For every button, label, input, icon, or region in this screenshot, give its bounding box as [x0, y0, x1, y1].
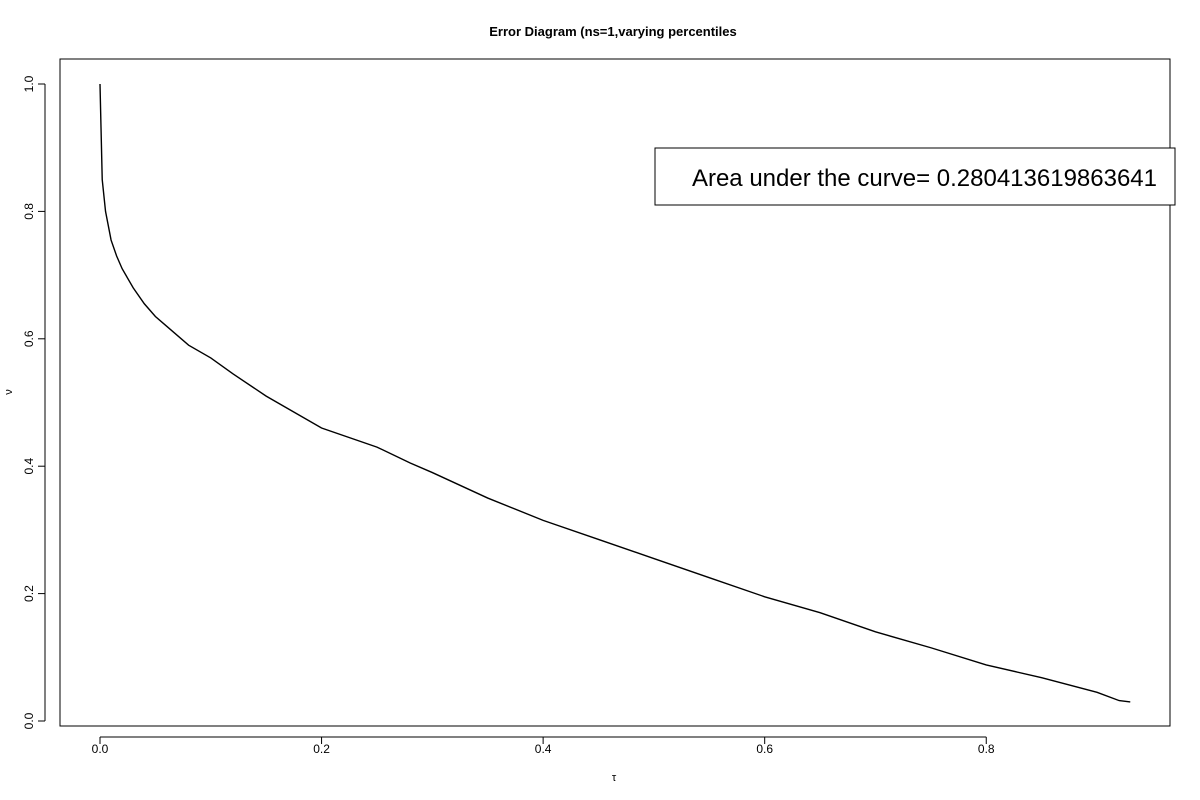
x-tick-label: 0.8	[978, 742, 995, 756]
y-tick-label: 0.4	[22, 458, 36, 475]
x-tick-label: 0.0	[92, 742, 109, 756]
series-line	[99, 83, 1131, 703]
x-tick-label: 0.6	[756, 742, 773, 756]
x-axis-label: τ	[612, 772, 617, 784]
y-tick-label: 0.0	[22, 712, 36, 729]
y-axis: 0.0 0.2 0.4 0.6 0.8 1.0	[22, 75, 46, 729]
annotation-text: Area under the curve= 0.280413619863641	[692, 165, 1157, 192]
y-tick-label: 0.2	[22, 585, 36, 602]
y-tick-label: 0.6	[22, 330, 36, 347]
chart-title: Error Diagram (ns=1,varying percentiles	[489, 24, 736, 39]
plot-frame	[59, 58, 1171, 727]
y-axis-label: ν	[3, 389, 15, 395]
x-tick-label: 0.4	[535, 742, 552, 756]
annotation-border	[654, 147, 1176, 206]
x-axis: 0.0 0.2 0.4 0.6 0.8	[92, 736, 995, 756]
x-tick-label: 0.2	[313, 742, 330, 756]
annotation-box: Area under the curve= 0.280413619863641	[654, 147, 1176, 206]
y-tick-label: 1.0	[22, 75, 36, 92]
y-tick-label: 0.8	[22, 203, 36, 220]
